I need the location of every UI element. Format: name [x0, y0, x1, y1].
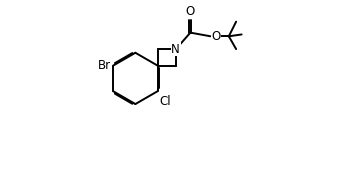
Text: Cl: Cl — [159, 95, 171, 108]
Text: N: N — [171, 43, 180, 56]
Text: O: O — [186, 5, 195, 18]
Text: Br: Br — [98, 59, 111, 72]
Text: O: O — [212, 30, 221, 43]
